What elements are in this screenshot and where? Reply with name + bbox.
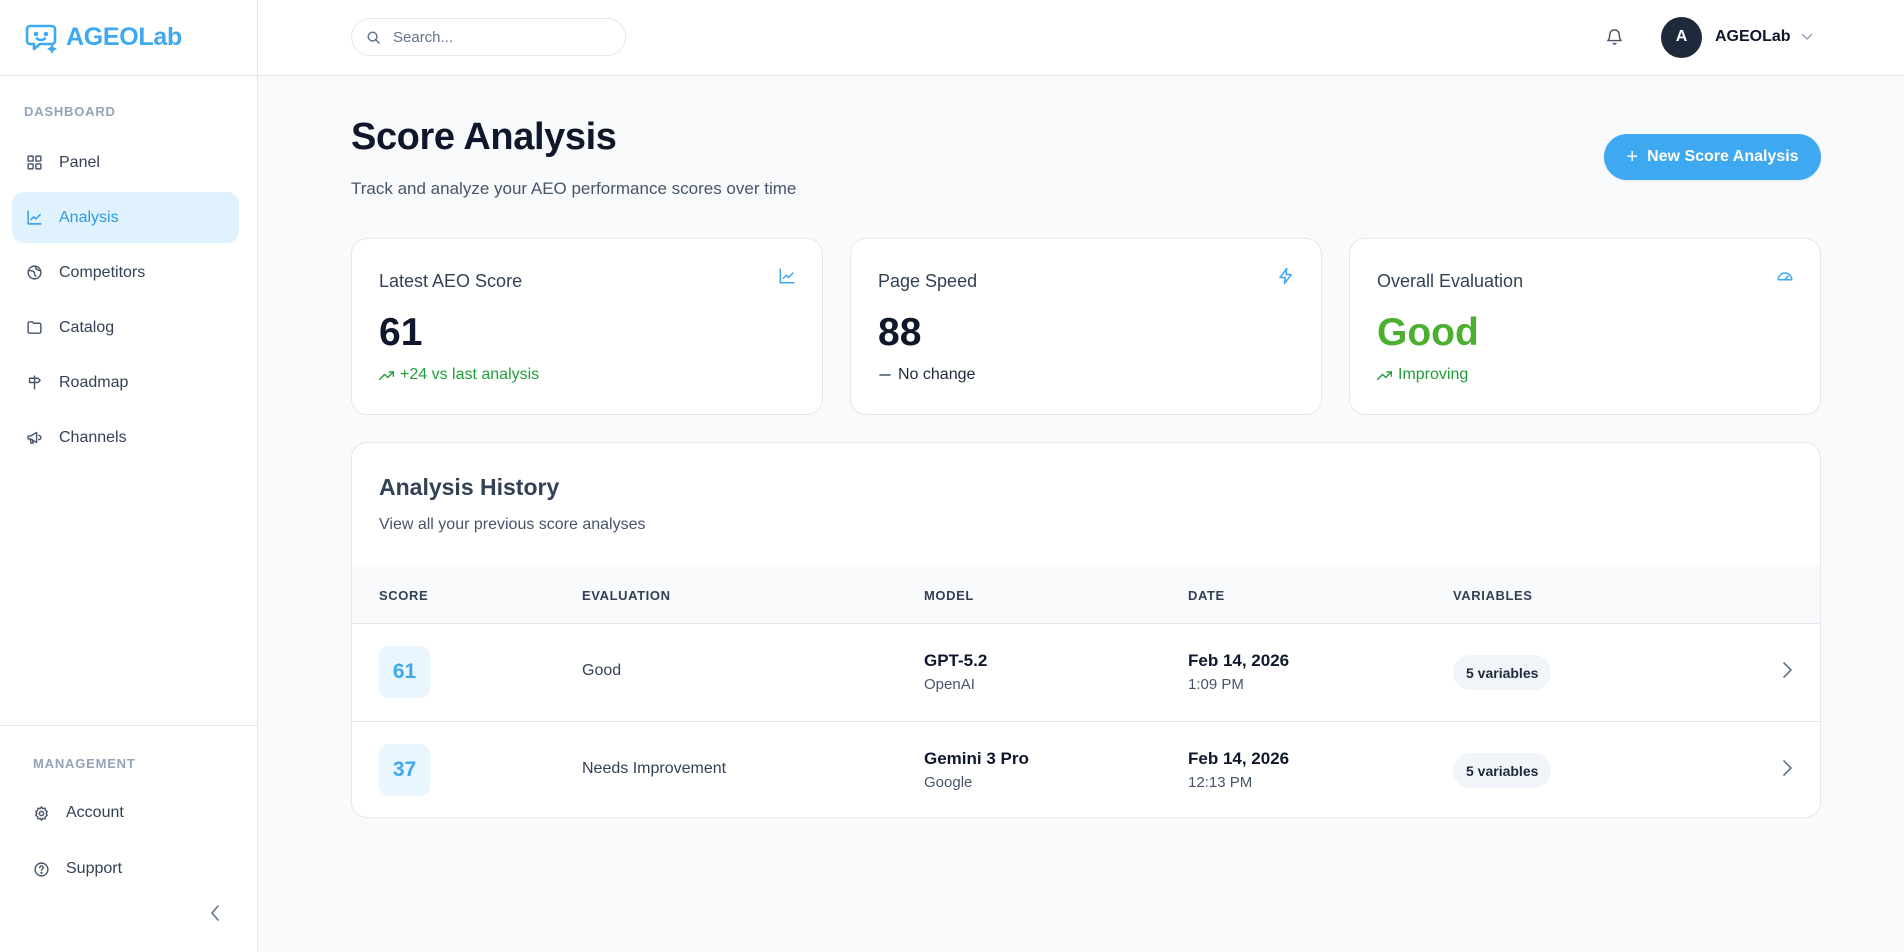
new-score-analysis-button[interactable]: + New Score Analysis xyxy=(1604,134,1821,180)
brand[interactable]: AGEOLab xyxy=(0,0,257,76)
sidebar-item-catalog[interactable]: Catalog xyxy=(12,302,239,353)
analysis-date: Feb 14, 2026 xyxy=(1188,651,1290,670)
score-badge: 61 xyxy=(379,646,430,698)
folder-icon xyxy=(27,321,42,334)
section-label-dashboard: DASHBOARD xyxy=(24,104,116,119)
sidebar-item-label: Account xyxy=(66,804,124,821)
chevron-right-icon[interactable] xyxy=(1777,758,1797,778)
table-header: SCORE EVALUATION MODEL DATE VARIABLES xyxy=(352,565,1820,624)
megaphone-icon xyxy=(27,431,42,444)
signpost-icon xyxy=(28,375,41,390)
model-name: Gemini 3 Pro xyxy=(924,749,1029,768)
user-name: AGEOLab xyxy=(1715,28,1791,45)
variables-badge: 5 variables xyxy=(1453,655,1552,690)
sidebar-item-roadmap[interactable]: Roadmap xyxy=(12,357,239,408)
sidebar-item-label: Analysis xyxy=(59,208,119,226)
stat-card-latest-aeo-score: Latest AEO Score 61 +24 vs last analysis xyxy=(351,238,823,415)
card-value: 88 xyxy=(878,311,922,354)
plus-icon: + xyxy=(1626,146,1639,168)
analysis-date: Feb 14, 2026 xyxy=(1188,749,1290,768)
sidebar-item-label: Channels xyxy=(59,428,127,446)
card-trend-text: +24 vs last analysis xyxy=(400,366,540,383)
column-header-date: DATE xyxy=(1188,588,1225,603)
search-icon xyxy=(367,30,380,44)
brand-name: AGEOLab xyxy=(66,23,182,51)
history-subtitle: View all your previous score analyses xyxy=(379,516,646,533)
avatar: A xyxy=(1661,16,1702,58)
sidebar-nav: Panel Analysis Competitors Catalog Roadm… xyxy=(12,137,239,467)
card-value: Good xyxy=(1377,311,1479,354)
bell-icon xyxy=(1606,29,1622,45)
section-label-management: MANAGEMENT xyxy=(33,756,136,771)
sidebar: AGEOLab DASHBOARD Panel Analysis Competi… xyxy=(0,0,258,952)
column-header-score: SCORE xyxy=(379,588,429,603)
card-title: Latest AEO Score xyxy=(379,271,523,291)
card-trend: Improving xyxy=(1377,366,1468,384)
card-trend-text: Improving xyxy=(1398,366,1469,383)
table-row[interactable]: 37 Needs Improvement Gemini 3 Pro Google… xyxy=(352,722,1820,817)
score-badge: 37 xyxy=(379,744,430,796)
gear-icon xyxy=(35,805,48,821)
analysis-time: 1:09 PM xyxy=(1188,676,1244,693)
chevron-left-icon xyxy=(211,905,219,921)
line-chart-icon xyxy=(27,210,42,225)
topbar: A AGEOLab xyxy=(258,0,1904,76)
page-title: Score Analysis xyxy=(351,116,617,158)
chevron-right-icon[interactable] xyxy=(1777,660,1797,680)
collapse-sidebar-button[interactable] xyxy=(205,903,225,923)
lightning-icon xyxy=(1279,267,1292,285)
sidebar-item-channels[interactable]: Channels xyxy=(12,412,239,463)
model-provider: OpenAI xyxy=(924,676,975,693)
chevron-down-icon xyxy=(1801,33,1813,41)
column-header-variables: VARIABLES xyxy=(1453,588,1533,603)
evaluation-text: Needs Improvement xyxy=(582,760,727,777)
line-chart-icon xyxy=(779,268,795,284)
help-circle-icon xyxy=(34,861,49,877)
notifications-button[interactable] xyxy=(1601,24,1627,50)
sidebar-management-nav: Account Support xyxy=(21,787,239,899)
history-title: Analysis History xyxy=(379,474,560,500)
column-header-model: MODEL xyxy=(924,588,974,603)
sidebar-item-label: Competitors xyxy=(59,263,146,281)
gauge-icon xyxy=(1777,272,1793,281)
sidebar-item-support[interactable]: Support xyxy=(21,843,239,895)
sidebar-item-competitors[interactable]: Competitors xyxy=(12,247,239,298)
table-row[interactable]: 61 Good GPT-5.2 OpenAI Feb 14, 2026 1:09… xyxy=(352,624,1820,722)
brand-logo-icon xyxy=(24,21,60,55)
evaluation-text: Good xyxy=(582,662,622,679)
variables-badge: 5 variables xyxy=(1453,753,1552,788)
trending-up-icon xyxy=(1377,371,1392,381)
page-subtitle: Track and analyze your AEO performance s… xyxy=(351,179,797,198)
minus-icon xyxy=(879,374,891,376)
sidebar-item-analysis[interactable]: Analysis xyxy=(12,192,239,243)
sidebar-item-account[interactable]: Account xyxy=(21,787,239,839)
card-trend-text: No change xyxy=(898,366,976,383)
model-name: GPT-5.2 xyxy=(924,651,988,670)
model-provider: Google xyxy=(924,774,973,791)
trending-up-icon xyxy=(379,371,394,381)
grid-icon xyxy=(27,155,42,170)
search-input[interactable] xyxy=(393,28,603,46)
sidebar-item-label: Support xyxy=(66,860,123,877)
card-title: Page Speed xyxy=(878,271,978,291)
card-trend: No change xyxy=(878,366,975,384)
stat-card-page-speed: Page Speed 88 No change xyxy=(850,238,1322,415)
sidebar-item-label: Roadmap xyxy=(59,373,129,391)
card-trend: +24 vs last analysis xyxy=(379,366,539,384)
sidebar-item-label: Catalog xyxy=(59,318,115,336)
column-header-evaluation: EVALUATION xyxy=(582,588,671,603)
analysis-time: 12:13 PM xyxy=(1188,774,1253,791)
sidebar-item-panel[interactable]: Panel xyxy=(12,137,239,188)
card-title: Overall Evaluation xyxy=(1377,271,1524,291)
sidebar-item-label: Panel xyxy=(59,153,100,171)
new-score-analysis-label: New Score Analysis xyxy=(1647,148,1799,165)
globe-icon xyxy=(27,265,42,280)
sidebar-divider xyxy=(0,725,258,726)
user-menu[interactable]: A AGEOLab xyxy=(1661,16,1813,58)
card-value: 61 xyxy=(379,311,423,354)
analysis-history-panel: Analysis History View all your previous … xyxy=(351,442,1821,818)
stat-card-overall-evaluation: Overall Evaluation Good Improving xyxy=(1349,238,1821,415)
search-box[interactable] xyxy=(351,18,626,56)
